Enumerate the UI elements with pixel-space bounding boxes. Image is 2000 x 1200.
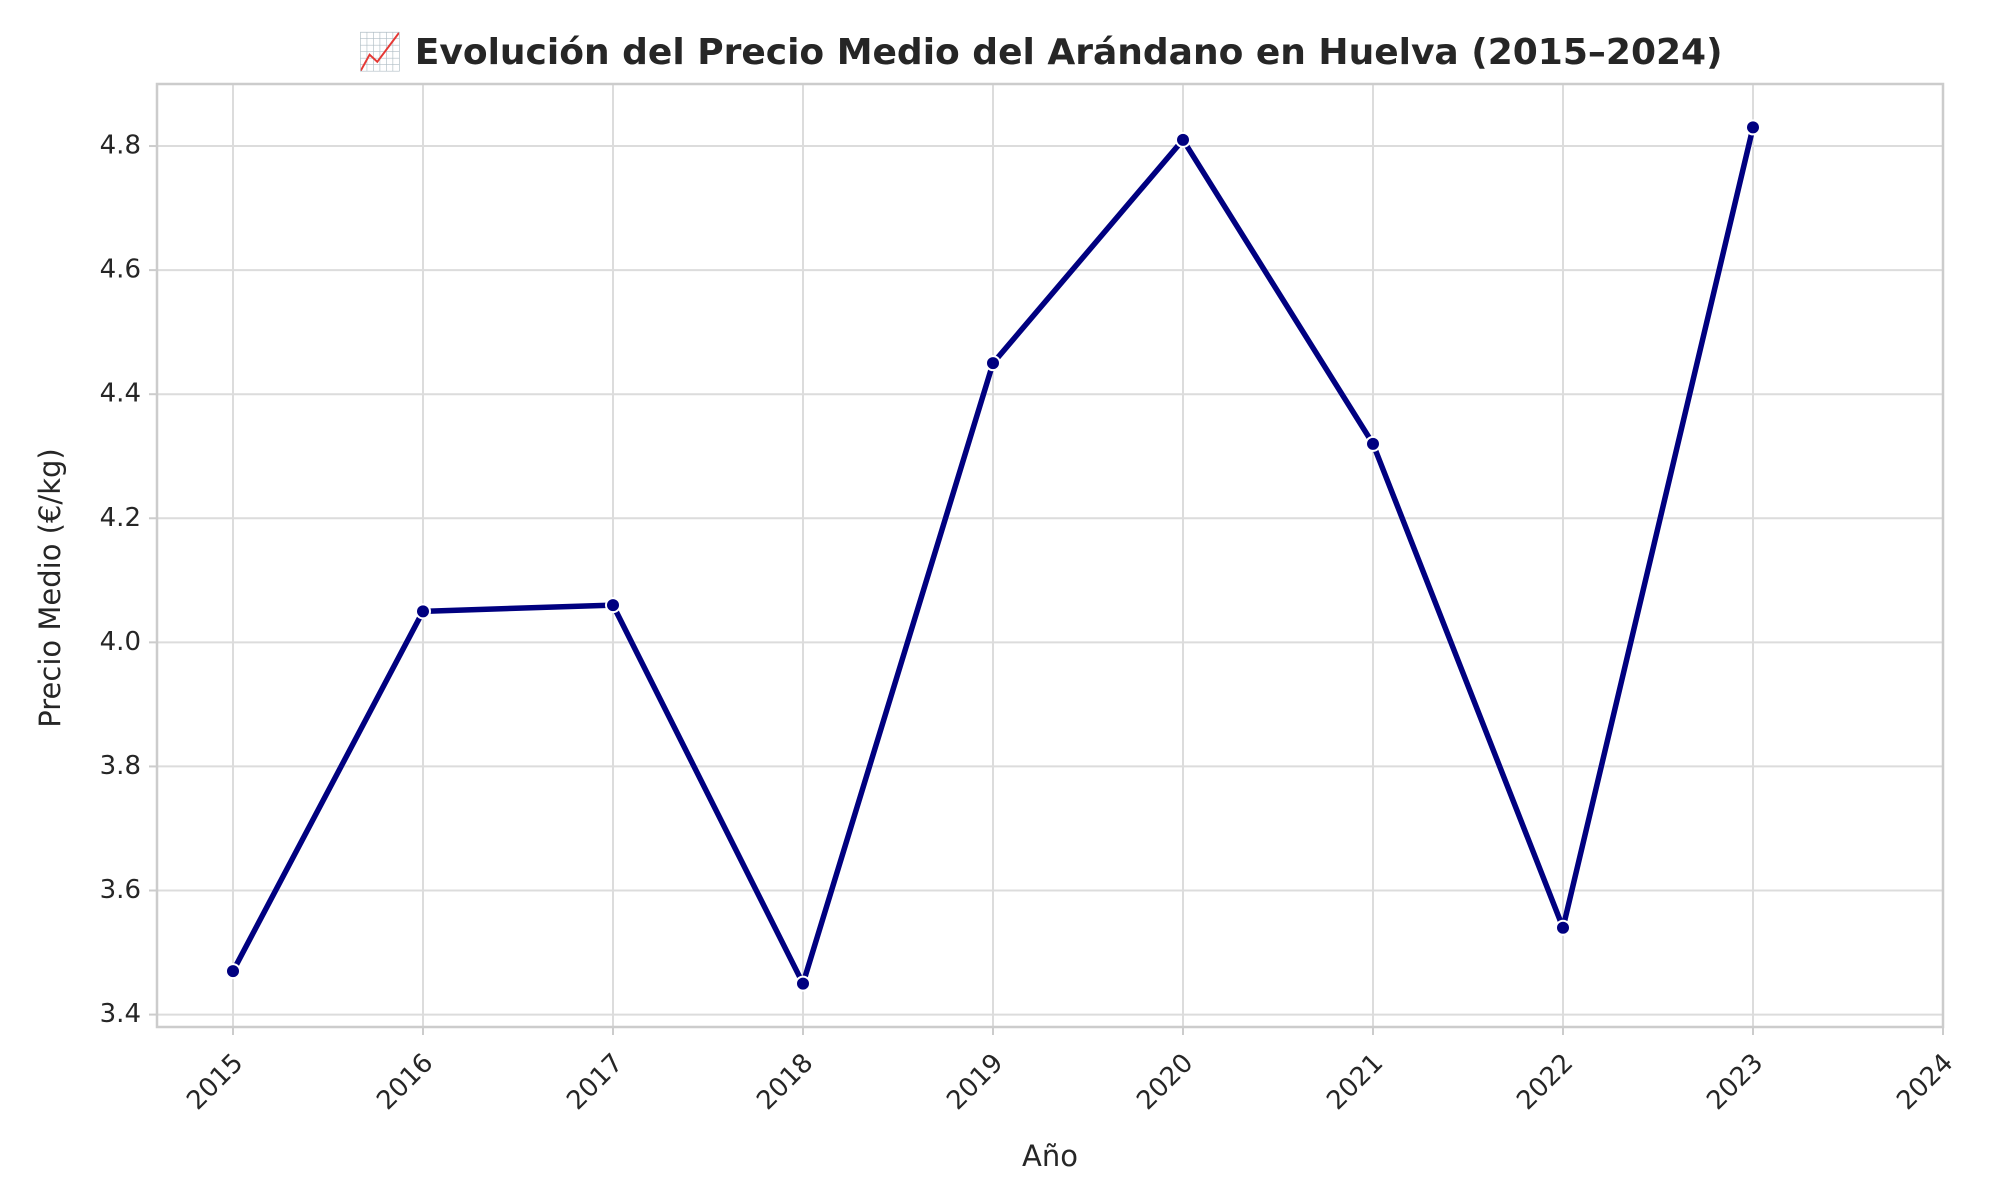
series-layer xyxy=(225,119,1761,992)
data-point-2016 xyxy=(415,603,431,620)
x-tick-label: 2019 xyxy=(941,1048,1009,1116)
y-axis-label: Precio Medio (€/kg) xyxy=(33,448,67,727)
data-point-2018 xyxy=(795,975,811,992)
x-tick-label: 2021 xyxy=(1321,1048,1389,1116)
plot-frame xyxy=(155,82,1945,1029)
tick-layer: 2015 2016 2017 2018 2019 2020 2021 2022 2023 2024… xyxy=(100,131,1960,1117)
chart-title: 📈 Evolución del Precio Medio del Arándan… xyxy=(357,31,1722,73)
x-tick-label: 2023 xyxy=(1701,1048,1769,1116)
data-point-2021 xyxy=(1365,435,1381,452)
x-tick-label: 2015 xyxy=(181,1048,249,1116)
x-tick-label: 2017 xyxy=(561,1048,629,1116)
y-tick-label: 4.8 xyxy=(100,131,141,161)
y-tick-label: 3.6 xyxy=(100,875,141,905)
x-tick-label: 2018 xyxy=(751,1048,819,1116)
x-tick-label: 2016 xyxy=(371,1048,439,1116)
y-tick-label: 4.2 xyxy=(100,503,141,533)
data-point-2015 xyxy=(225,963,241,980)
grid-layer xyxy=(157,84,1944,1027)
x-tick-label: 2020 xyxy=(1131,1048,1199,1116)
data-point-2017 xyxy=(605,597,621,614)
data-point-2020 xyxy=(1175,131,1191,148)
y-tick-label: 3.8 xyxy=(100,751,141,781)
y-tick-label: 3.4 xyxy=(100,999,141,1029)
data-point-2023 xyxy=(1745,119,1761,136)
y-tick-label: 4.6 xyxy=(100,255,141,285)
x-tick-label: 2024 xyxy=(1891,1048,1959,1116)
data-point-2019 xyxy=(985,355,1001,372)
x-tick-label: 2022 xyxy=(1511,1048,1579,1116)
x-axis-label: Año xyxy=(1022,1139,1078,1173)
y-tick-label: 4.4 xyxy=(100,379,141,409)
data-point-2022 xyxy=(1555,919,1571,936)
y-tick-label: 4.0 xyxy=(100,627,141,657)
